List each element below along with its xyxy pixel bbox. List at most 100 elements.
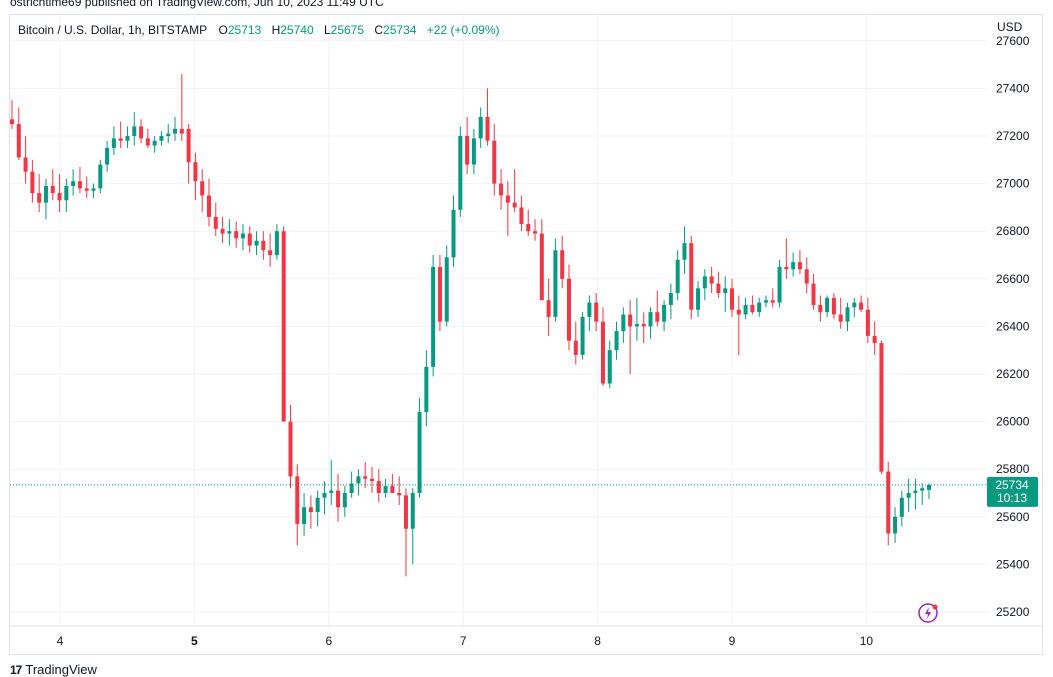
candle — [750, 295, 755, 315]
candle — [206, 178, 211, 227]
candle-body — [64, 185, 69, 201]
candle — [838, 297, 843, 329]
candle — [539, 219, 544, 301]
candle-body — [879, 343, 884, 472]
candle-body — [539, 233, 544, 301]
candle — [152, 136, 157, 153]
candle-body — [71, 181, 76, 186]
candle-body — [899, 497, 904, 517]
y-tick-label: 27600 — [996, 34, 1030, 48]
candle — [193, 152, 198, 201]
candle — [288, 404, 293, 489]
candle-body — [329, 490, 334, 493]
candle-body — [111, 138, 116, 148]
y-tick-label: 26000 — [996, 415, 1030, 429]
candle — [220, 216, 225, 244]
y-tick-label: 25800 — [996, 462, 1030, 476]
candle — [186, 124, 191, 184]
candle-body — [451, 209, 456, 258]
candle-body — [499, 183, 504, 196]
candle — [23, 136, 28, 184]
candle-body — [465, 136, 470, 165]
candle — [825, 295, 830, 317]
candle — [587, 295, 592, 332]
lightning-icon-dot — [932, 604, 938, 610]
candle-body — [98, 164, 103, 189]
candle — [281, 226, 286, 422]
candle-body — [281, 231, 286, 422]
candle-body — [641, 324, 646, 327]
candle — [403, 488, 408, 577]
candle — [804, 257, 809, 294]
candle — [818, 295, 823, 322]
low-key: L — [323, 23, 331, 37]
candle — [696, 281, 701, 317]
candle-body — [730, 288, 735, 310]
candle-body — [383, 485, 388, 493]
candle-body — [173, 128, 178, 134]
candle-body — [302, 507, 307, 524]
candle-body — [206, 195, 211, 217]
last-price-tag — [987, 476, 1038, 507]
candle — [261, 231, 266, 260]
candle-body — [234, 231, 239, 239]
x-tick-label: 4 — [57, 634, 64, 648]
candle — [10, 100, 14, 129]
candle — [397, 476, 402, 505]
candle — [485, 88, 490, 146]
candle-body — [845, 307, 850, 322]
last-price-value: 25734 — [995, 478, 1029, 492]
candle-body — [607, 350, 612, 384]
candle — [437, 255, 442, 332]
y-tick-label: 26600 — [996, 272, 1030, 286]
candle — [594, 293, 599, 332]
candle-body — [621, 314, 626, 332]
candle-body — [349, 483, 354, 493]
candle — [118, 121, 123, 148]
price-axis: 25200 25400 25600 25800 26000 26200 26400 26600… — [996, 34, 1030, 619]
lightning-icon[interactable] — [918, 603, 938, 623]
candle-body — [247, 233, 252, 246]
grid-lines — [10, 15, 1042, 627]
candle-body — [376, 481, 381, 493]
candle-body — [431, 266, 436, 367]
x-tick-label: 7 — [460, 634, 467, 648]
candle-body — [240, 233, 245, 239]
candle-body — [77, 181, 82, 189]
candle-body — [797, 262, 802, 270]
candle — [811, 274, 816, 310]
candle-body — [560, 250, 565, 279]
candle-body — [403, 495, 408, 529]
y-tick-label: 27200 — [996, 129, 1030, 143]
candle — [315, 490, 320, 527]
candle-body — [757, 302, 762, 313]
candle — [37, 174, 42, 213]
candle — [893, 507, 898, 543]
candle — [139, 119, 144, 144]
candle-body — [784, 266, 789, 270]
tradingview-logo[interactable]: 17 TradingView — [10, 663, 97, 677]
candle — [383, 478, 388, 498]
candle — [336, 473, 341, 522]
candle — [71, 169, 76, 196]
candle-body — [689, 243, 694, 310]
candle-body — [668, 293, 673, 305]
candle — [159, 131, 164, 146]
candle — [166, 124, 171, 144]
candle-body — [770, 300, 775, 303]
candles — [10, 74, 931, 577]
candle-body — [444, 257, 449, 322]
candle-body — [831, 297, 836, 315]
candle-body — [227, 231, 232, 234]
candle-body — [763, 300, 768, 303]
currency-label[interactable]: USD — [997, 20, 1023, 34]
candle-body — [675, 259, 680, 294]
candle — [478, 107, 483, 148]
candle — [736, 295, 741, 355]
candle-body — [417, 412, 422, 493]
time-axis: 4 5 6 7 8 9 10 — [57, 634, 874, 648]
candle-body — [505, 195, 510, 203]
candle-body — [193, 162, 198, 182]
candle-body — [594, 302, 599, 322]
